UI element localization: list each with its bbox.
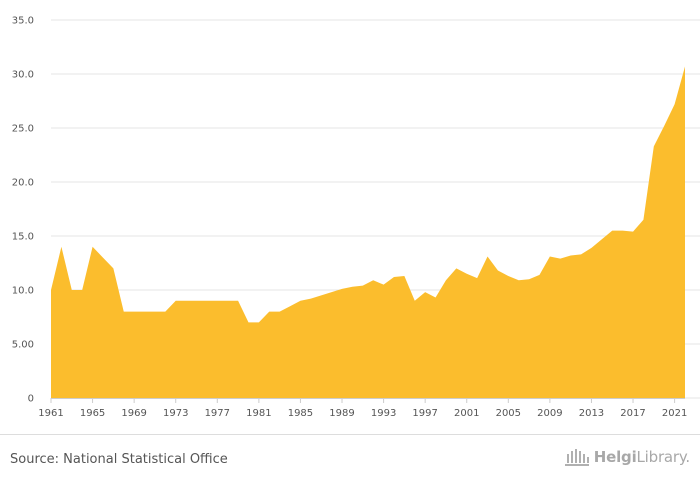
logo-brand: Helgi (593, 448, 637, 466)
footer: Source: National Statistical Office Helg… (0, 434, 700, 483)
helgilibrary-logo[interactable]: HelgiLibrary. (564, 447, 690, 467)
y-tick-label: 0 (28, 394, 34, 405)
x-tick-label: 2013 (579, 408, 604, 419)
x-tick-label: 1989 (329, 408, 354, 419)
x-tick-label: 2001 (454, 408, 479, 419)
x-tick-label: 1993 (371, 408, 396, 419)
x-tick-label: 1985 (288, 408, 313, 419)
x-axis: 1961 1965 1969 1973 1977 1981 1985 1989 1993 1997… (38, 398, 687, 419)
x-tick-label: 1981 (246, 408, 271, 419)
x-tick-label: 1977 (205, 408, 230, 419)
x-tick-label: 1973 (163, 408, 188, 419)
x-tick-label: 2021 (662, 408, 687, 419)
library-building-icon (564, 449, 589, 466)
y-tick-label: 15.0 (12, 232, 34, 243)
y-axis: 0 5.00 10.0 15.0 20.0 25.0 30.0 35.0 (12, 16, 34, 405)
source-label: Source: National Statistical Office (10, 452, 228, 467)
y-tick-label: 25.0 (12, 124, 34, 135)
y-tick-label: 30.0 (12, 70, 34, 81)
x-tick-label: 1969 (121, 408, 146, 419)
y-tick-label: 20.0 (12, 178, 34, 189)
x-tick-label: 1961 (38, 408, 63, 419)
y-tick-label: 35.0 (12, 16, 34, 27)
area-fill (51, 66, 685, 398)
x-tick-label: 2017 (620, 408, 645, 419)
x-tick-label: 2009 (537, 408, 562, 419)
x-tick-label: 1965 (80, 408, 105, 419)
logo-rest: Library. (636, 448, 691, 466)
y-tick-label: 5.00 (12, 340, 34, 351)
x-tick-label: 2005 (496, 408, 521, 419)
x-tick-label: 1997 (412, 408, 437, 419)
y-tick-label: 10.0 (12, 286, 34, 297)
area-series (51, 66, 685, 398)
